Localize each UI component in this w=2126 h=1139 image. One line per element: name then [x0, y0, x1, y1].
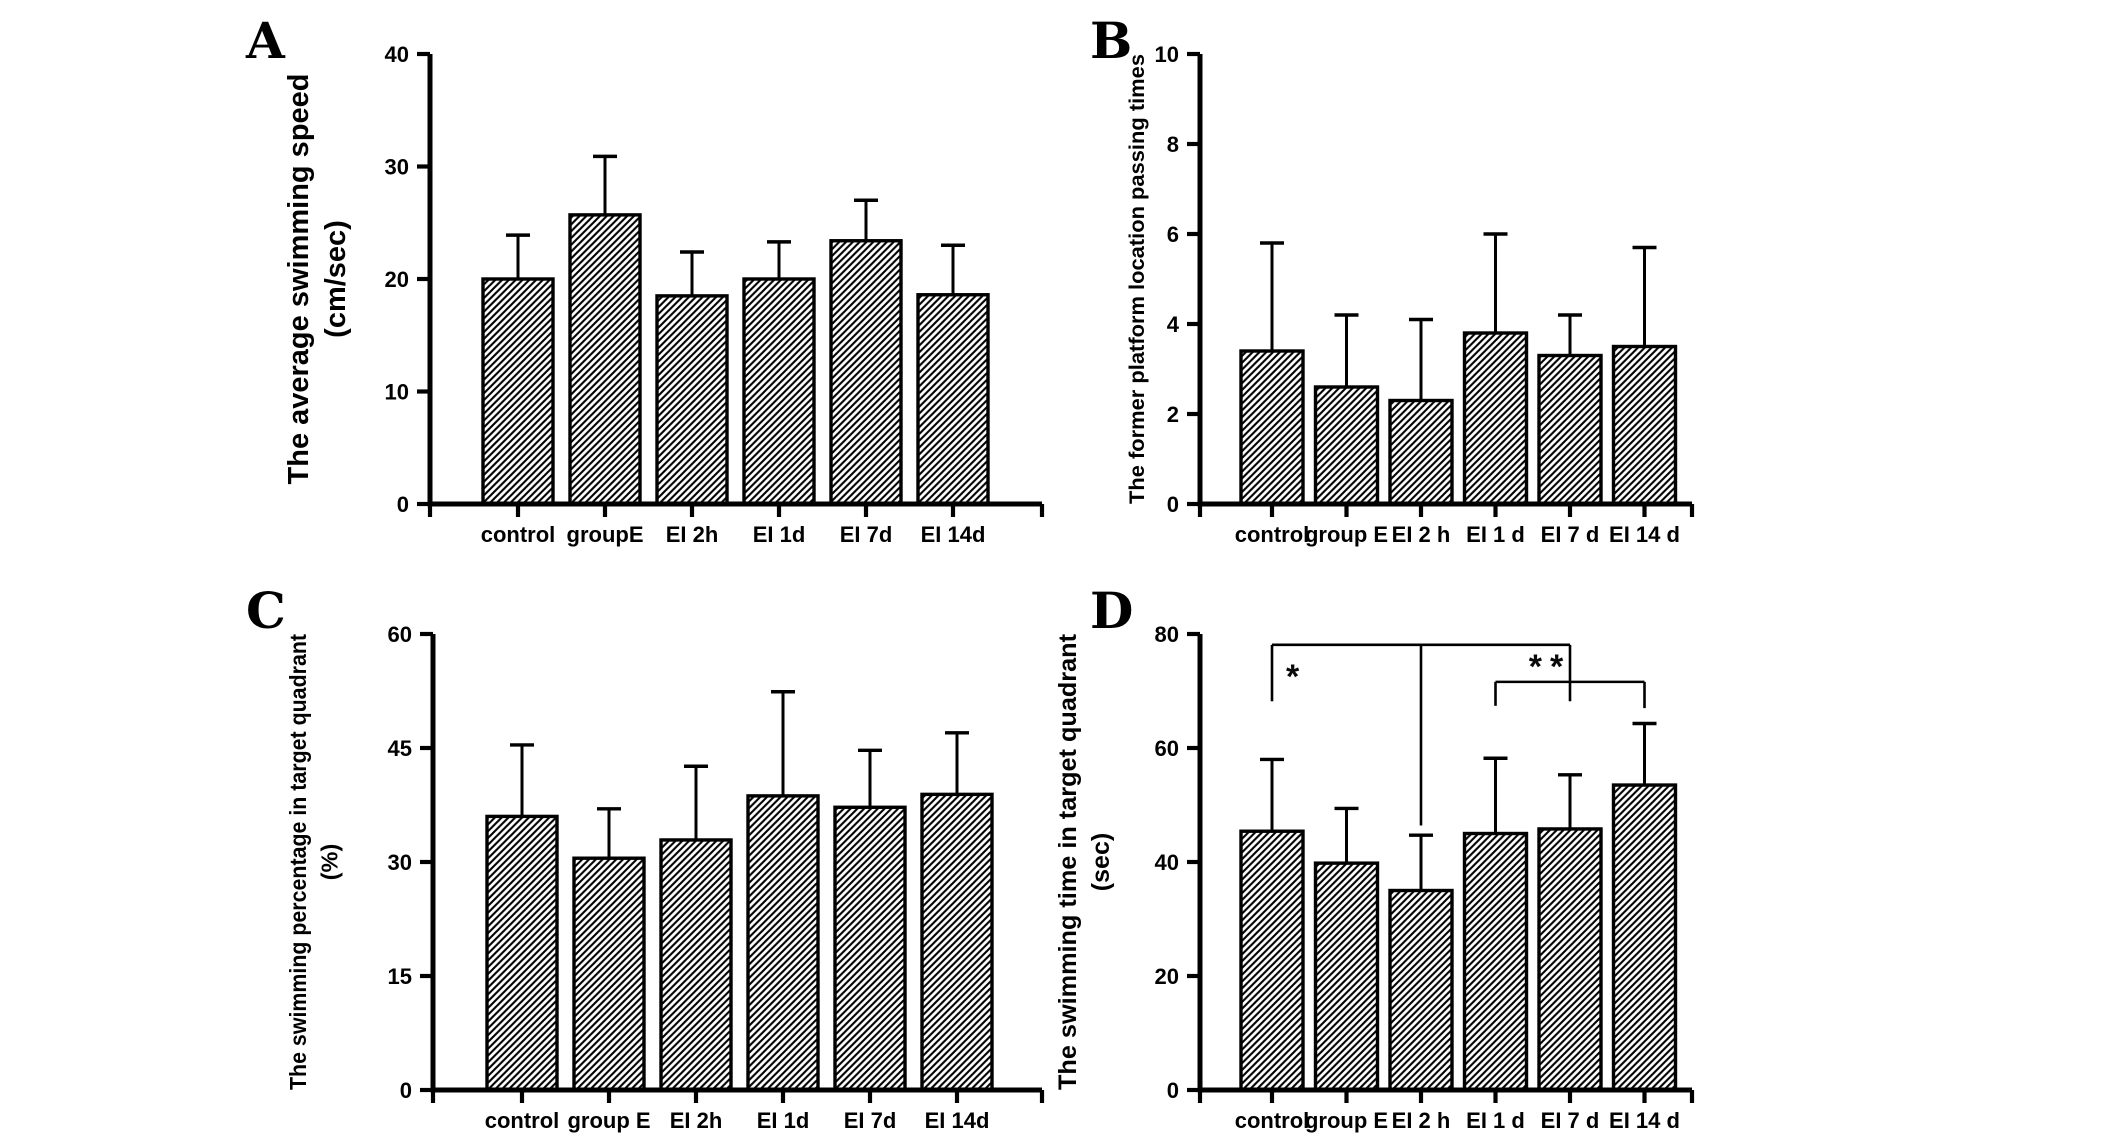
x-category-label: EI 7 d: [1541, 522, 1600, 547]
panel-c: 0 15 30 45 60 control group E EI 2h EI 1d EI 7d EI…: [246, 581, 1045, 1133]
x-category-label: EI 1 d: [1466, 1108, 1525, 1133]
y-tick-label: 15: [388, 964, 412, 989]
y-axis-label: (%): [317, 844, 343, 881]
y-tick-label: 8: [1167, 132, 1179, 157]
bar-a-1: [481, 277, 555, 506]
significance-double-star: **: [1529, 648, 1571, 686]
bar-a-6: [916, 293, 990, 506]
bar-b-2: [1313, 385, 1380, 506]
bar-c-3: [659, 838, 733, 1092]
y-tick-label: 4: [1167, 312, 1180, 337]
bar-d-5: [1537, 827, 1603, 1092]
bar-c-5: [833, 805, 907, 1092]
y-tick-label: 20: [385, 267, 409, 292]
bar-c-6: [920, 792, 994, 1092]
y-axis-label: The former platform location passing tim…: [1126, 54, 1149, 504]
y-tick-label: 60: [388, 622, 412, 647]
y-tick-label: 0: [397, 492, 409, 517]
panel-letter-a: A: [245, 11, 286, 70]
x-category-label: control: [1235, 522, 1310, 547]
x-category-label: group E: [567, 1108, 650, 1133]
y-tick-label: 45: [388, 736, 412, 761]
bar-d-1: [1239, 829, 1305, 1092]
bar-a-2: [568, 213, 642, 506]
bar-b-4: [1462, 331, 1529, 506]
y-tick-label: 30: [385, 155, 409, 180]
x-category-label: EI 14d: [921, 522, 986, 547]
bar-b-3: [1388, 398, 1454, 506]
y-axis-label: The swimming percentage in target quadra…: [285, 634, 311, 1090]
significance-star: *: [1286, 658, 1300, 696]
bar-a-5: [829, 239, 903, 506]
bar-b-5: [1537, 353, 1603, 506]
y-tick-label: 40: [385, 42, 409, 67]
x-category-label: EI 7d: [840, 522, 893, 547]
x-category-label: EI 2 h: [1392, 522, 1451, 547]
bar-d-6: [1611, 783, 1678, 1092]
x-category-label: EI 1 d: [1466, 522, 1525, 547]
bar-d-2: [1313, 861, 1380, 1092]
x-category-label: EI 7d: [844, 1108, 897, 1133]
y-tick-label: 60: [1155, 736, 1179, 761]
bar-d-4: [1462, 831, 1529, 1092]
y-axis-label: (cm/sec): [320, 220, 352, 338]
y-tick-label: 0: [400, 1078, 412, 1103]
x-category-label: EI 2 h: [1392, 1108, 1451, 1133]
panel-a: 0 10 20 30 40 control groupE EI 2h EI 1d EI 7d EI …: [245, 11, 1045, 547]
y-tick-label: 0: [1167, 1078, 1179, 1103]
bar-a-3: [655, 294, 729, 506]
x-category-label: EI 14 d: [1609, 1108, 1680, 1133]
x-category-label: EI 2h: [666, 522, 719, 547]
y-tick-label: 2: [1167, 402, 1179, 427]
x-category-label: group E: [1305, 1108, 1388, 1133]
y-tick-label: 40: [1155, 850, 1179, 875]
x-category-label: group E: [1305, 522, 1388, 547]
y-tick-label: 6: [1167, 222, 1179, 247]
bar-c-2: [572, 856, 646, 1092]
y-axis-label: The average swimming speed: [283, 74, 315, 485]
x-category-label: groupE: [567, 522, 644, 547]
x-category-label: EI 1d: [753, 522, 806, 547]
x-category-label: control: [481, 522, 556, 547]
x-category-label: EI 14 d: [1609, 522, 1680, 547]
y-tick-label: 10: [385, 380, 409, 405]
x-category-label: control: [485, 1108, 560, 1133]
y-tick-label: 20: [1155, 964, 1179, 989]
x-category-label: control: [1235, 1108, 1310, 1133]
panel-letter-c: C: [246, 581, 286, 640]
bar-a-4: [742, 277, 816, 506]
x-category-label: EI 1d: [757, 1108, 810, 1133]
bar-b-6: [1611, 344, 1678, 506]
bar-c-4: [746, 794, 820, 1092]
y-tick-label: 80: [1155, 622, 1179, 647]
x-category-label: EI 14d: [925, 1108, 990, 1133]
y-tick-label: 10: [1155, 42, 1179, 67]
y-tick-label: 0: [1167, 492, 1179, 517]
bar-d-3: [1388, 888, 1454, 1092]
bar-b-1: [1239, 349, 1305, 506]
x-category-label: EI 7 d: [1541, 1108, 1600, 1133]
y-tick-label: 30: [388, 850, 412, 875]
x-category-label: EI 2h: [670, 1108, 723, 1133]
panel-letter-d: D: [1090, 581, 1133, 640]
panel-letter-b: B: [1090, 11, 1132, 70]
y-axis-label: (sec): [1087, 833, 1115, 891]
y-axis-label: The swimming time in target quadrant: [1054, 633, 1082, 1090]
bar-c-1: [485, 814, 559, 1092]
